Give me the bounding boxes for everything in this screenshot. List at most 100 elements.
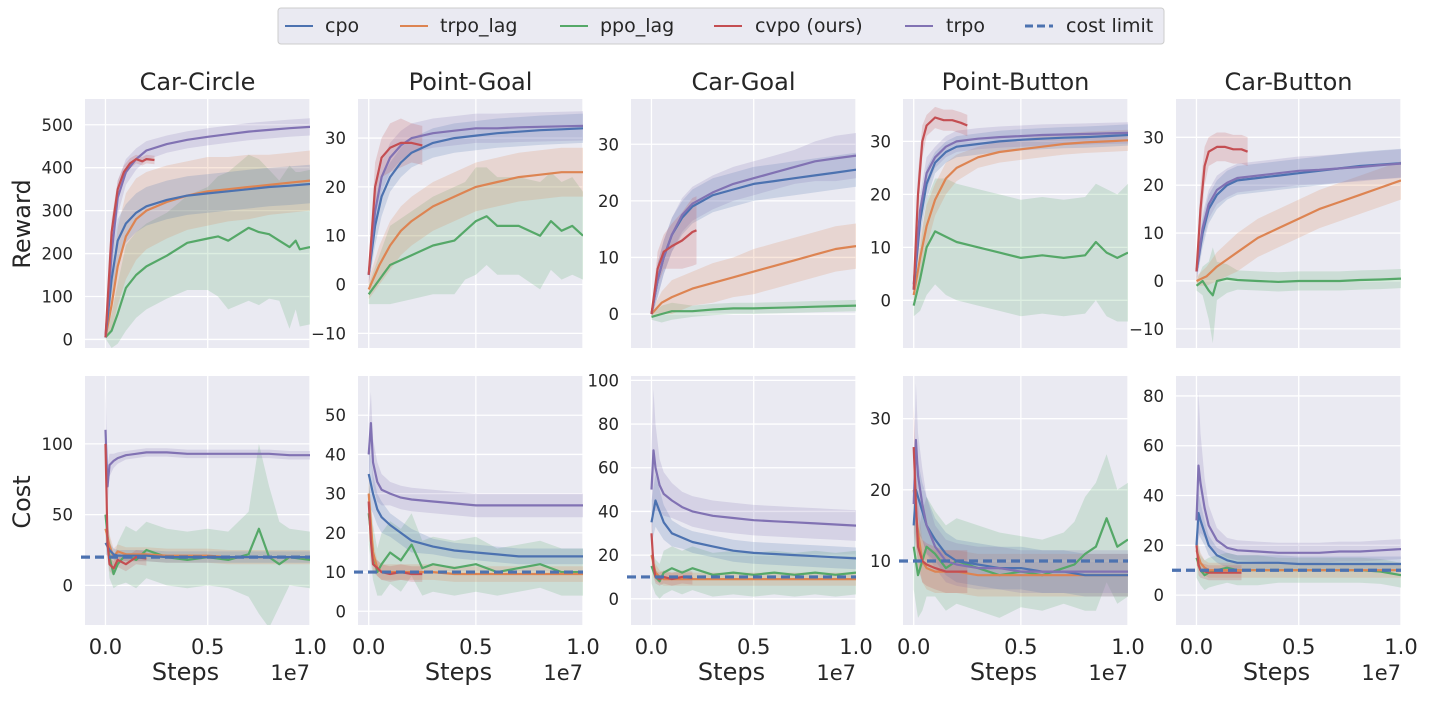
axes-background (358, 99, 583, 348)
plot-area (1195, 390, 1401, 591)
plot-area (1195, 132, 1401, 344)
confidence-band-trpo-lag (368, 147, 583, 300)
plot-area (104, 118, 310, 348)
panel-point-goal-reward: Point-Goal −10 0 10 20 30 (311, 68, 584, 348)
y-tick-label: 50 (52, 506, 73, 525)
legend-entry-ppo-lag: ppo_lag (560, 15, 674, 37)
legend-label-trpo: trpo (946, 15, 985, 37)
series-line-cvpo (367, 141, 423, 275)
confidence-band-trpo (651, 389, 856, 541)
confidence-band-cpo (651, 474, 856, 570)
x-tick-label: 0.0 (635, 635, 668, 659)
panels: Car-Circle0100200300400500Point-Goal−100… (42, 68, 1418, 686)
y-tick-label: 30 (1143, 128, 1164, 147)
series-line-trpo (367, 124, 583, 275)
axes-background (85, 376, 310, 625)
y-tick-label: 0 (881, 291, 892, 310)
x-tick-label: 1.0 (1384, 635, 1417, 659)
confidence-band-trpo (1196, 390, 1401, 563)
confidence-band-cpo (913, 447, 1128, 597)
x-tick-label: 0.0 (89, 635, 122, 659)
y-tick-label: 100 (42, 287, 74, 306)
legend-label-cost-limit: cost limit (1066, 15, 1153, 37)
y-tick-label: 100 (42, 435, 74, 454)
panel-car-goal-reward: Car-Goal 0 10 20 30 (598, 68, 857, 348)
plot-area (912, 383, 1128, 618)
panel-point-button-reward: Point-Button 0 10 20 30 (870, 68, 1129, 348)
confidence-band-trpo-lag (651, 223, 856, 317)
confidence-band-cvpo (913, 106, 968, 301)
x-tick-label: 0.5 (191, 635, 224, 659)
y-tick-label: 30 (325, 129, 346, 148)
y-tick-label: 10 (1143, 224, 1164, 243)
confidence-band-cpo (1196, 148, 1401, 281)
series-line-trpo (650, 449, 856, 527)
legend-entry-cpo: cpo (285, 15, 359, 37)
y-tick-label: 20 (870, 185, 891, 204)
confidence-band-ppo-lag (913, 454, 1128, 618)
y-tick-label: 200 (42, 245, 74, 264)
series-line-cvpo (650, 229, 697, 315)
confidence-band-ppo-lag (651, 546, 856, 599)
series-line-trpo (912, 131, 1128, 285)
y-tick-label: 400 (42, 159, 74, 178)
series-line-cpo (912, 133, 1128, 290)
y-tick-label: 40 (1143, 487, 1164, 506)
axes-background (358, 376, 583, 625)
series-line-trpo (1195, 464, 1401, 554)
confidence-band-trpo-lag (105, 150, 310, 339)
y-tick-label: 0 (609, 590, 620, 609)
y-tick-label: 0 (609, 305, 620, 324)
series-line-cvpo (912, 116, 968, 290)
x-tick-label: 1.0 (293, 635, 326, 659)
series-line-cpo (912, 488, 1128, 577)
series-line-trpo (1195, 162, 1401, 272)
panel-point-button-cost: 10 20 30 0.0 0.5 1.0 Steps 1e7 (870, 376, 1145, 686)
panel-car-button-cost: 0 20 40 60 80 0.0 0.5 1.0 Steps 1e7 (1143, 376, 1418, 686)
x-tick-label: 0.0 (352, 635, 385, 659)
y-tick-label: 40 (598, 502, 619, 521)
x-tick-label: 1.0 (839, 635, 872, 659)
confidence-band-trpo-lag (1196, 535, 1401, 578)
series-line-trpo-lag (367, 171, 583, 290)
series-line-trpo-lag (1196, 179, 1401, 282)
series-line-ppo-lag (104, 514, 310, 576)
confidence-band-cvpo (651, 196, 697, 317)
y-tick-label: 0 (336, 276, 347, 295)
confidence-band-cpo (105, 164, 310, 339)
y-tick-label: 60 (598, 459, 619, 478)
series-line-cvpo (104, 158, 155, 338)
series-line-ppo-lag (367, 513, 583, 574)
series-line-ppo-lag (367, 215, 583, 295)
series-line-cvpo (1195, 145, 1249, 272)
legend-entry-cost-limit: cost limit (1025, 15, 1153, 37)
series-line-cpo (650, 499, 856, 560)
y-tick-label: 60 (1143, 437, 1164, 456)
y-tick-label: 30 (870, 410, 891, 429)
row-label-cost: Cost (8, 475, 36, 528)
series-line-ppo-lag (912, 517, 1128, 577)
confidence-band-ppo-lag (105, 154, 310, 348)
y-tick-label: 10 (325, 227, 346, 246)
series-line-cvpo (367, 501, 423, 576)
legend: cpo trpo_lag ppo_lag cvpo (ours) trpo co… (277, 7, 1165, 45)
series-line-ppo-lag (104, 226, 310, 339)
series-line-cvpo (912, 447, 968, 573)
confidence-band-ppo-lag (651, 299, 856, 323)
y-tick-label: 20 (1143, 176, 1164, 195)
y-tick-label: 300 (42, 202, 74, 221)
series-line-trpo (104, 429, 310, 488)
confidence-band-trpo-lag (913, 447, 1128, 597)
x-tick-label: 0.0 (897, 635, 930, 659)
series-line-cpo (1195, 511, 1401, 566)
x-tick-label: 1.0 (1111, 635, 1144, 659)
axes-background (903, 376, 1128, 625)
plot-area (367, 111, 583, 305)
y-tick-label: 20 (1143, 536, 1164, 555)
y-tick-label: 0 (1154, 272, 1165, 291)
confidence-band-ppo-lag (913, 178, 1128, 322)
confidence-band-ppo-lag (105, 443, 310, 625)
x-axis-exponent: 1e7 (1361, 661, 1401, 685)
y-tick-label: 20 (870, 481, 891, 500)
y-tick-label: 30 (870, 132, 891, 151)
